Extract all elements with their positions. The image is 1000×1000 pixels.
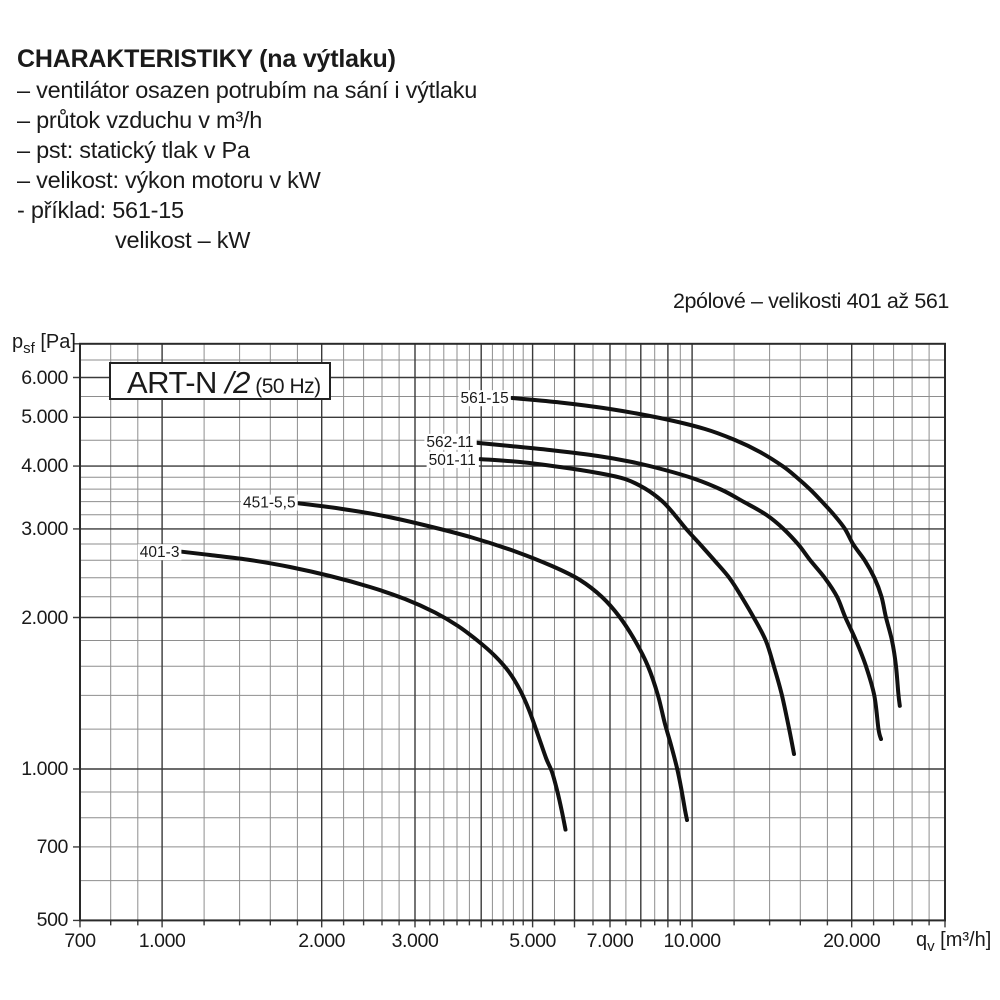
svg-text:451-5,5: 451-5,5 (243, 495, 296, 512)
svg-text:562-11: 562-11 (426, 434, 473, 451)
svg-text:561-15: 561-15 (461, 390, 509, 407)
svg-text:401-3: 401-3 (140, 544, 180, 561)
svg-text:501-11: 501-11 (429, 452, 476, 469)
